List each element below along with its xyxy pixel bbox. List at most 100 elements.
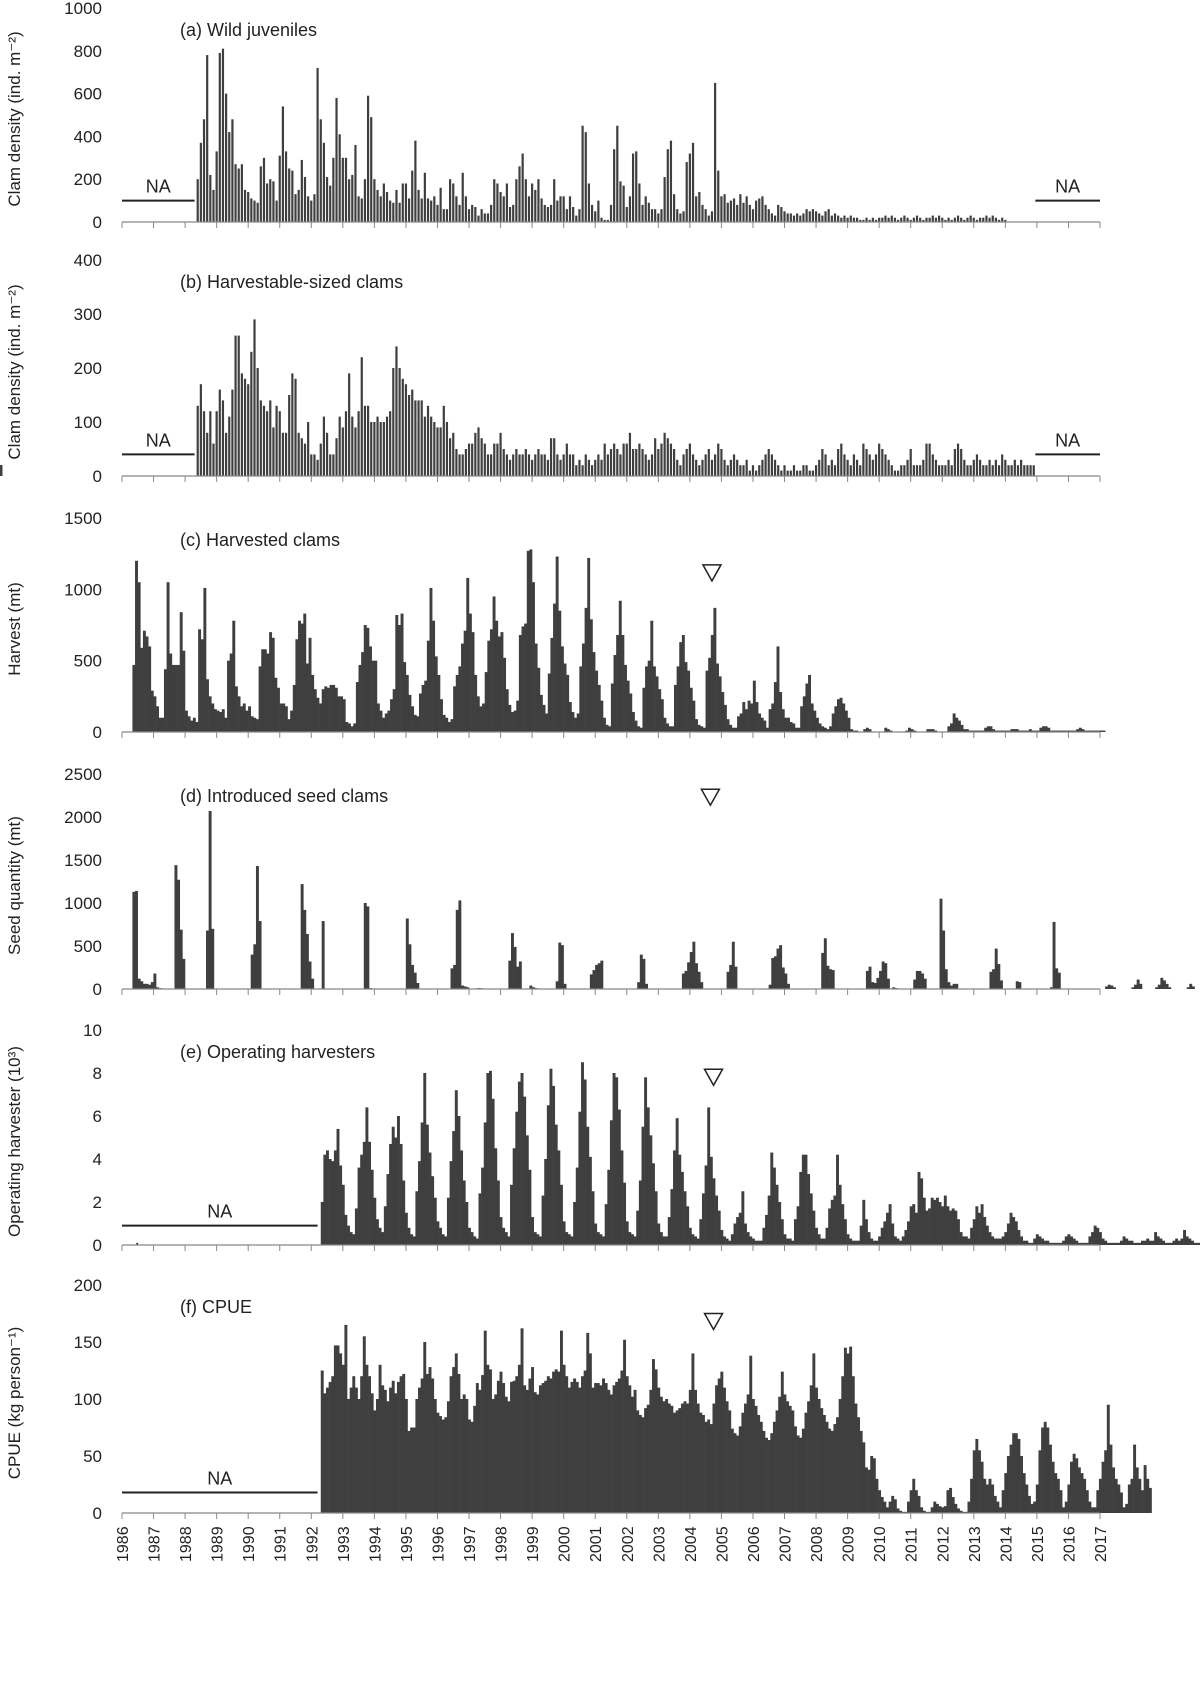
bar bbox=[963, 219, 966, 222]
bar bbox=[1023, 730, 1027, 732]
bar bbox=[765, 1214, 768, 1245]
bar bbox=[279, 703, 283, 732]
bar bbox=[842, 703, 846, 732]
bar bbox=[529, 985, 533, 989]
bar bbox=[379, 196, 382, 222]
bar bbox=[933, 1501, 937, 1513]
x-tick-label: 2002 bbox=[620, 1526, 637, 1562]
y-axis-label: Harvest (mt) bbox=[5, 582, 24, 676]
bar bbox=[1017, 1438, 1021, 1513]
bar bbox=[206, 432, 209, 476]
x-tick-label: 1991 bbox=[273, 1526, 290, 1562]
bar bbox=[1107, 984, 1111, 989]
bar bbox=[854, 1240, 858, 1245]
bar bbox=[746, 1394, 750, 1513]
bar bbox=[862, 219, 865, 222]
bar bbox=[550, 637, 554, 732]
bar bbox=[714, 454, 717, 476]
bar bbox=[1186, 987, 1190, 989]
bar bbox=[474, 432, 477, 476]
bar bbox=[1075, 1458, 1079, 1513]
bar bbox=[957, 720, 961, 732]
bar bbox=[723, 194, 726, 222]
bar bbox=[174, 865, 178, 989]
bar bbox=[786, 1401, 790, 1513]
bar bbox=[316, 697, 320, 732]
bar bbox=[538, 1385, 542, 1513]
bar bbox=[966, 217, 969, 222]
bar bbox=[368, 1141, 372, 1245]
bar bbox=[754, 1240, 758, 1245]
bar bbox=[714, 82, 717, 223]
bar bbox=[1104, 1450, 1108, 1513]
bar bbox=[378, 1227, 382, 1245]
bar bbox=[1093, 1507, 1097, 1513]
bar bbox=[751, 465, 755, 476]
bar bbox=[726, 465, 729, 476]
bar bbox=[521, 454, 524, 476]
bar bbox=[609, 1394, 613, 1513]
bar bbox=[477, 215, 480, 222]
bar bbox=[486, 1364, 490, 1513]
bar bbox=[405, 918, 409, 989]
bar bbox=[559, 1330, 563, 1513]
bar bbox=[999, 980, 1003, 989]
bar bbox=[676, 666, 680, 732]
bar bbox=[871, 982, 875, 989]
bar bbox=[430, 416, 433, 476]
bar bbox=[704, 454, 707, 476]
bar bbox=[694, 1236, 698, 1245]
bar bbox=[952, 983, 956, 989]
bar bbox=[363, 903, 367, 989]
bar bbox=[215, 151, 218, 222]
bar bbox=[503, 657, 507, 732]
bar bbox=[291, 373, 294, 476]
bar bbox=[885, 1212, 889, 1245]
bar bbox=[349, 1387, 353, 1513]
bar bbox=[543, 204, 546, 222]
y-tick-label: 50 bbox=[83, 1447, 102, 1466]
marker-triangle-icon bbox=[703, 1068, 724, 1087]
bar bbox=[841, 1376, 845, 1513]
bar bbox=[507, 1401, 511, 1513]
y-tick-label: 500 bbox=[74, 937, 102, 956]
bar bbox=[408, 694, 412, 732]
bar bbox=[994, 459, 997, 476]
bar bbox=[287, 719, 291, 732]
bar bbox=[799, 1171, 803, 1245]
bar bbox=[738, 1212, 742, 1245]
y-axis-label: Seed quantity (mt) bbox=[5, 816, 24, 955]
bar bbox=[993, 1238, 997, 1245]
bar bbox=[704, 209, 707, 222]
bar bbox=[562, 1364, 566, 1513]
bar bbox=[206, 930, 209, 989]
bar bbox=[772, 1421, 776, 1513]
bar bbox=[297, 189, 300, 222]
bar bbox=[415, 1399, 419, 1513]
bar bbox=[679, 642, 683, 732]
bar bbox=[247, 192, 250, 222]
bar bbox=[933, 1199, 937, 1245]
bar bbox=[329, 454, 332, 476]
bar bbox=[300, 159, 303, 222]
bar bbox=[1070, 730, 1074, 732]
bar bbox=[532, 582, 535, 732]
x-tick-label: 1989 bbox=[210, 1526, 227, 1562]
bar bbox=[1146, 1478, 1150, 1513]
bar bbox=[533, 1232, 537, 1245]
bar bbox=[914, 1490, 918, 1513]
bar bbox=[748, 204, 751, 222]
bar bbox=[736, 1435, 740, 1513]
bar bbox=[955, 983, 959, 989]
bar bbox=[652, 1359, 655, 1513]
bar bbox=[453, 964, 457, 989]
bar bbox=[985, 215, 988, 222]
x-tick-label: 2009 bbox=[841, 1526, 858, 1562]
bar bbox=[921, 973, 925, 989]
bar bbox=[783, 1394, 787, 1513]
bar bbox=[494, 1394, 498, 1513]
bar bbox=[717, 1210, 721, 1245]
bar bbox=[773, 956, 777, 989]
y-tick-label: 200 bbox=[74, 1276, 102, 1295]
